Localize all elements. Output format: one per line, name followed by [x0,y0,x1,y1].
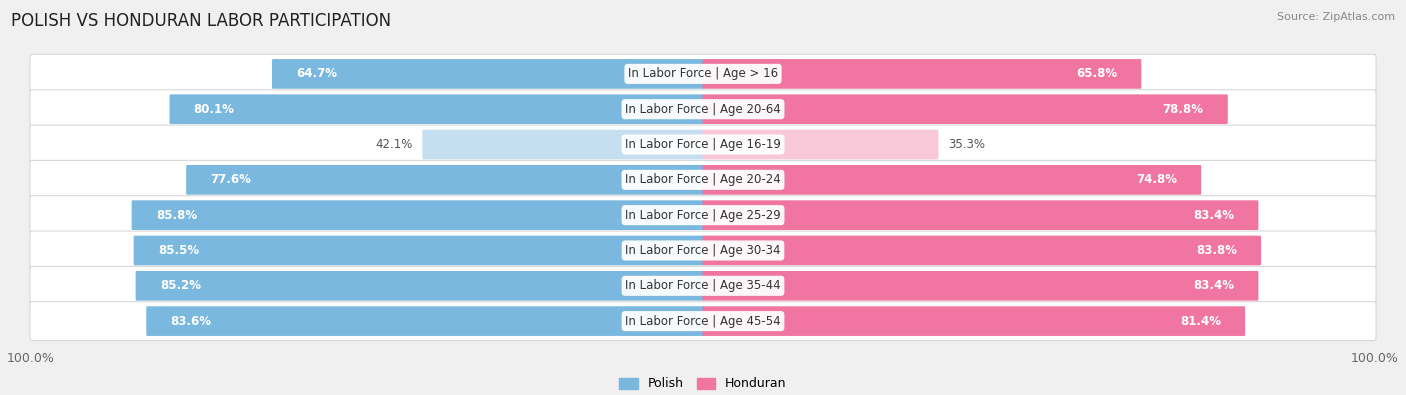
FancyBboxPatch shape [30,125,1376,164]
FancyBboxPatch shape [134,236,703,265]
Text: 42.1%: 42.1% [375,138,413,151]
FancyBboxPatch shape [186,165,703,195]
FancyBboxPatch shape [146,306,703,336]
Text: 85.5%: 85.5% [157,244,198,257]
Text: 77.6%: 77.6% [211,173,252,186]
Text: 83.4%: 83.4% [1194,209,1234,222]
Text: In Labor Force | Age 45-54: In Labor Force | Age 45-54 [626,314,780,327]
Text: 81.4%: 81.4% [1180,314,1220,327]
FancyBboxPatch shape [703,306,1246,336]
FancyBboxPatch shape [703,236,1261,265]
FancyBboxPatch shape [703,94,1227,124]
FancyBboxPatch shape [132,200,703,230]
Text: 83.4%: 83.4% [1194,279,1234,292]
Text: In Labor Force | Age 35-44: In Labor Force | Age 35-44 [626,279,780,292]
FancyBboxPatch shape [271,59,703,89]
Text: 74.8%: 74.8% [1136,173,1177,186]
Text: 35.3%: 35.3% [948,138,986,151]
Text: Source: ZipAtlas.com: Source: ZipAtlas.com [1277,12,1395,22]
FancyBboxPatch shape [703,271,1258,301]
FancyBboxPatch shape [703,200,1258,230]
Text: 65.8%: 65.8% [1076,68,1118,81]
Text: In Labor Force | Age 25-29: In Labor Force | Age 25-29 [626,209,780,222]
FancyBboxPatch shape [703,130,938,159]
Text: 78.8%: 78.8% [1163,103,1204,116]
FancyBboxPatch shape [30,302,1376,340]
Text: 85.8%: 85.8% [156,209,197,222]
FancyBboxPatch shape [170,94,703,124]
Text: 85.2%: 85.2% [160,279,201,292]
Text: In Labor Force | Age 20-64: In Labor Force | Age 20-64 [626,103,780,116]
Text: 80.1%: 80.1% [194,103,235,116]
FancyBboxPatch shape [30,55,1376,93]
Legend: Polish, Honduran: Polish, Honduran [614,372,792,395]
FancyBboxPatch shape [703,59,1142,89]
Text: In Labor Force | Age > 16: In Labor Force | Age > 16 [628,68,778,81]
Text: In Labor Force | Age 20-24: In Labor Force | Age 20-24 [626,173,780,186]
FancyBboxPatch shape [30,160,1376,199]
FancyBboxPatch shape [703,165,1201,195]
FancyBboxPatch shape [30,90,1376,129]
Text: In Labor Force | Age 16-19: In Labor Force | Age 16-19 [626,138,780,151]
FancyBboxPatch shape [422,130,703,159]
FancyBboxPatch shape [30,231,1376,270]
Text: POLISH VS HONDURAN LABOR PARTICIPATION: POLISH VS HONDURAN LABOR PARTICIPATION [11,12,391,30]
FancyBboxPatch shape [30,266,1376,305]
Text: 83.6%: 83.6% [170,314,211,327]
FancyBboxPatch shape [135,271,703,301]
Text: 64.7%: 64.7% [297,68,337,81]
FancyBboxPatch shape [30,196,1376,235]
Text: In Labor Force | Age 30-34: In Labor Force | Age 30-34 [626,244,780,257]
Text: 83.8%: 83.8% [1197,244,1237,257]
